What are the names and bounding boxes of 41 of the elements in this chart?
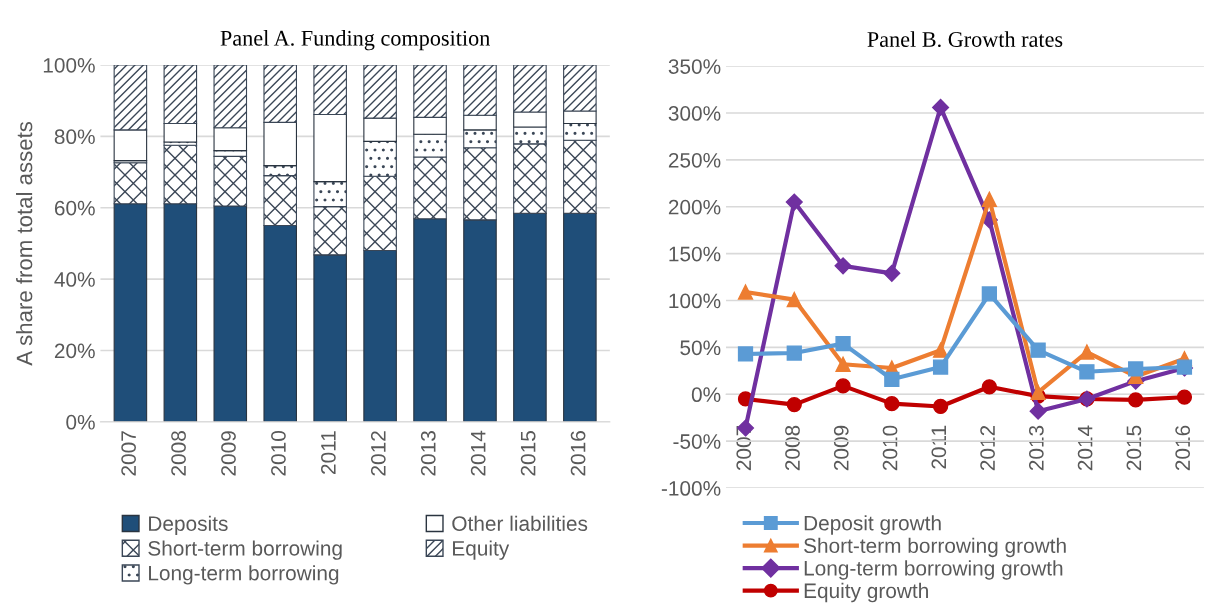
legend-label: Short-term borrowing — [148, 540, 342, 560]
legend-label: Deposits — [149, 515, 228, 536]
x-tick-label: 2007 — [121, 431, 136, 476]
legend-label: Deposit growth — [804, 515, 941, 535]
legend-label: Long-term borrowing growth — [804, 560, 1063, 580]
y-tick-label: 80% — [54, 129, 95, 145]
y-tick-label: 0% — [691, 387, 721, 403]
y-tick-label: -50% — [673, 434, 721, 449]
legend-label: Long-term borrowing — [149, 565, 339, 585]
y-tick-label: 150% — [669, 246, 721, 262]
legend-label: Other liabilities — [452, 515, 588, 531]
legend-label: Equity — [453, 540, 510, 560]
x-tick-label: 2008 — [785, 425, 800, 471]
chart-title: Panel A. Funding composition — [220, 30, 490, 51]
y-tick-label: 0% — [66, 414, 95, 430]
x-tick-label: 2015 — [520, 431, 536, 476]
y-tick-label: 350% — [668, 59, 721, 74]
chart-title: Panel B. Growth rates — [867, 31, 1063, 48]
x-tick-label: 2014 — [470, 430, 486, 476]
y-tick-label: 250% — [668, 152, 721, 168]
x-tick-label: 2016 — [570, 431, 586, 476]
x-tick-label: 2011 — [321, 431, 336, 474]
x-tick-label: 2011 — [931, 425, 947, 469]
x-tick-label: 2012 — [370, 431, 386, 476]
legend-label: Equity growth — [804, 582, 928, 603]
y-tick-label: 100% — [43, 57, 95, 73]
y-tick-label: 60% — [54, 200, 95, 216]
x-tick-label: 2009 — [221, 431, 236, 476]
y-tick-label: 50% — [680, 340, 721, 356]
x-tick-label: 2009 — [833, 425, 849, 471]
y-tick-label: 300% — [668, 106, 721, 121]
x-tick-label: 2010 — [271, 431, 286, 476]
x-tick-label: 2013 — [420, 431, 436, 476]
y-tick-label: 100% — [669, 293, 721, 309]
y-tick-label: 20% — [54, 343, 95, 359]
legend-label: Short-term borrowing growth — [804, 537, 1066, 558]
y-tick-label: 200% — [668, 199, 721, 215]
y-tick-label: -100% — [661, 481, 721, 496]
y-tick-label: 40% — [54, 272, 95, 287]
x-tick-label: 2008 — [171, 431, 186, 476]
y-axis-title: A share from total assets — [16, 121, 33, 366]
